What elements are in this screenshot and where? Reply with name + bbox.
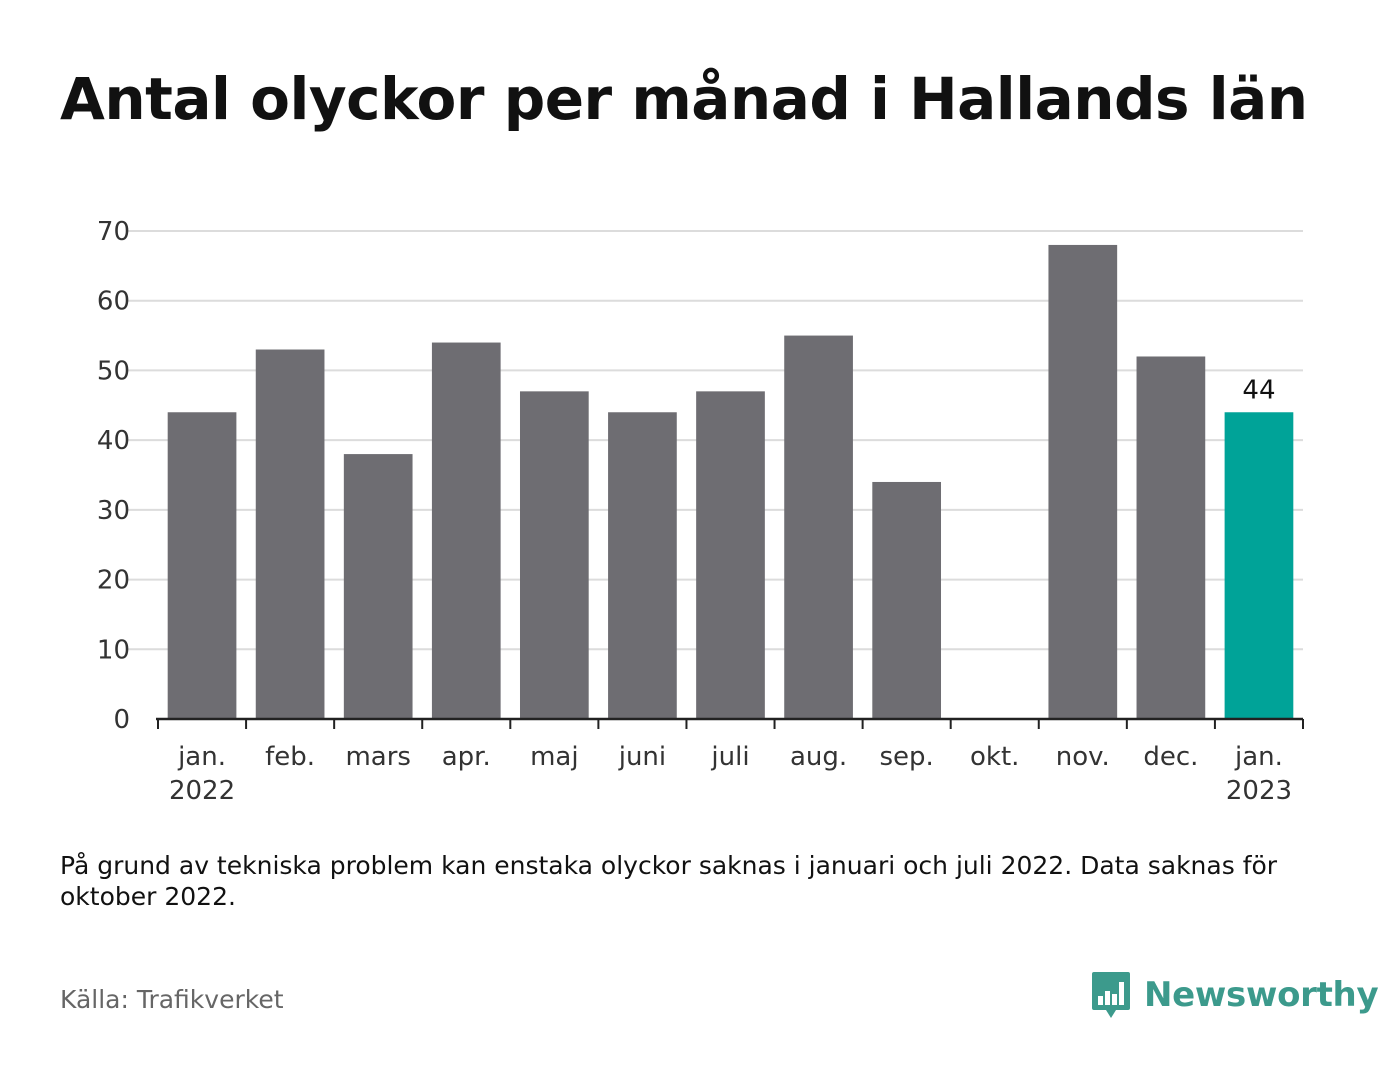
x-tick-label: juli: [710, 742, 749, 772]
brand-name: Newsworthy: [1144, 975, 1379, 1015]
data-label: 44: [1242, 375, 1275, 405]
x-tick-label: feb.: [265, 742, 315, 772]
bar: [519, 391, 589, 719]
bar: [608, 412, 677, 719]
x-tick-label: dec.: [1143, 742, 1198, 772]
brand-logo: Newsworthy: [1090, 970, 1379, 1020]
y-tick-label: 0: [113, 705, 130, 735]
newsworthy-logo-icon: [1092, 972, 1130, 1018]
bar: [872, 481, 942, 719]
y-tick-label: 50: [97, 356, 130, 386]
bar: [784, 335, 853, 719]
x-tick-label: jan. 2023: [1226, 742, 1292, 806]
x-tick-label: okt.: [970, 742, 1019, 772]
chart-title: Antal olyckor per månad i Hallands län: [60, 65, 1308, 133]
bar: [167, 412, 237, 719]
x-tick-label: aug.: [790, 742, 847, 772]
bar-chart: 0 10 20 30 40 50 60 70 jan. 2022 feb. mars apr. maj ju…: [97, 217, 1304, 806]
y-tick-label: 30: [97, 496, 130, 526]
bar: [343, 454, 413, 719]
bar: [431, 342, 501, 719]
x-tick-label: nov.: [1056, 742, 1110, 772]
bar: [255, 349, 325, 719]
y-tick-label: 40: [97, 426, 130, 456]
x-tick-label: mars: [345, 742, 411, 772]
bar: [1136, 356, 1206, 719]
chart-note: På grund av tekniska problem kan enstaka…: [60, 851, 1278, 911]
bar: [696, 391, 765, 719]
x-tick-label: sep.: [879, 742, 933, 772]
x-tick-label: juni: [618, 742, 666, 772]
x-tick-label: maj: [530, 742, 578, 772]
x-tick-label: jan. 2022: [169, 742, 235, 806]
y-tick-label: 60: [97, 287, 130, 317]
y-tick-label: 20: [97, 566, 130, 596]
x-tick-label: apr.: [442, 742, 491, 772]
bar: [1048, 244, 1118, 719]
y-tick-label: 70: [97, 217, 130, 247]
bar: [1224, 412, 1294, 719]
y-tick-label: 10: [97, 635, 130, 665]
source-text: Källa: Trafikverket: [60, 985, 284, 1014]
